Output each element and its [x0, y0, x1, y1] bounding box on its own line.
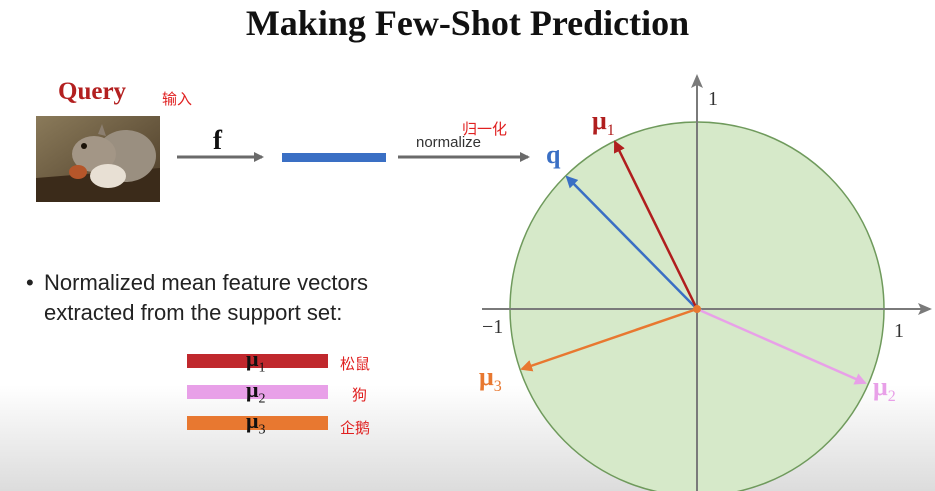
- x-tick-1: 1: [894, 320, 904, 342]
- bullet-line-2: extracted from the support set:: [44, 300, 343, 325]
- function-f-label: f: [213, 125, 222, 155]
- mu1-label: μ1: [592, 106, 615, 140]
- mu2-bar-label: μ2: [246, 377, 266, 407]
- normalize-label-cn: 归一化: [462, 120, 508, 138]
- x-tick-neg1: −1: [482, 316, 504, 338]
- mu2-label: μ2: [873, 372, 896, 406]
- bullet-line-1: Normalized mean feature vectors: [44, 270, 369, 295]
- mu2-bar: [187, 385, 328, 399]
- mu2-cn-label: 狗: [352, 386, 368, 404]
- normalize-label: normalize: [416, 134, 482, 151]
- mu1-vector: [613, 140, 699, 310]
- q-label: q: [546, 140, 561, 169]
- origin-point: [693, 305, 701, 313]
- mu1-bar: [187, 354, 328, 368]
- mu3-cn-label: 企鹅: [340, 419, 371, 437]
- feature-vector-bar: [282, 153, 386, 162]
- query-label-cn: 输入: [162, 90, 193, 108]
- squirrel-image: [36, 116, 160, 202]
- bullet-text: • Normalized mean feature vectors extract…: [26, 270, 369, 325]
- query-label: Query: [58, 78, 127, 105]
- slide-title: Making Few-Shot Prediction: [245, 3, 690, 43]
- mu1-cn-label: 松鼠: [340, 355, 371, 373]
- mu3-label: μ3: [479, 362, 502, 396]
- mu3-bar-label: μ3: [246, 408, 266, 438]
- mu1-bar-label: μ1: [246, 346, 266, 376]
- mu3-vector: [520, 307, 698, 372]
- y-tick-1: 1: [708, 88, 718, 110]
- q-vector: [565, 175, 698, 310]
- mu3-bar: [187, 416, 328, 430]
- mu2-vector: [696, 307, 867, 385]
